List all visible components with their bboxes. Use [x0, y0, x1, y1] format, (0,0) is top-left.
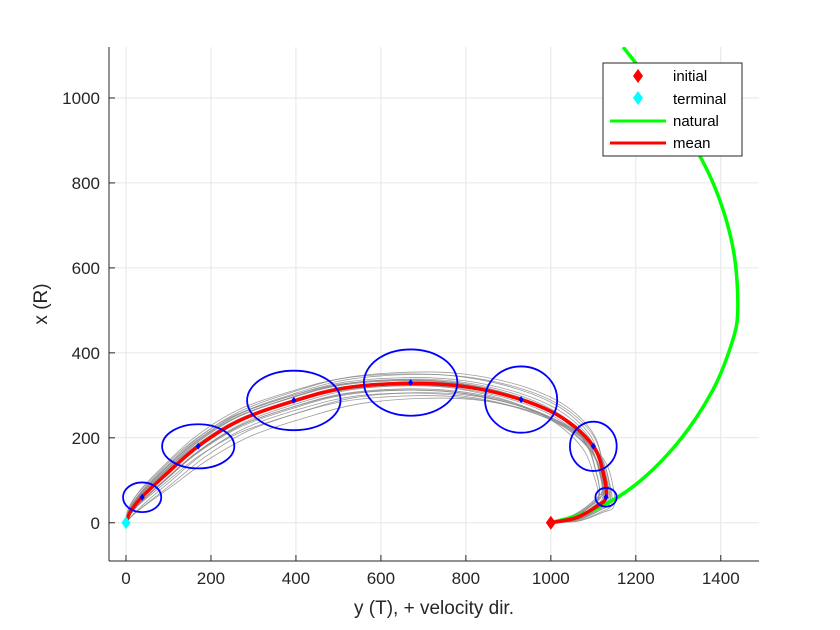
ellipse-center-marker: [195, 442, 201, 450]
covariance-ellipse: [569, 420, 618, 472]
covariance-ellipse: [246, 369, 342, 432]
y-tick-label: 600: [72, 259, 100, 278]
covariance-ellipse: [484, 365, 559, 434]
x-axis-label: y (T), + velocity dir.: [354, 598, 514, 619]
y-tick-label: 0: [91, 514, 100, 533]
legend-natural-label: natural: [673, 113, 719, 130]
x-tick-label: 600: [367, 569, 395, 588]
ellipse-center-marker: [408, 379, 414, 387]
sample-trajectory-line: [125, 392, 616, 524]
plot-content: [121, 47, 740, 530]
x-tick-labels: 0 200 400 600 800 1000 1200 1400: [121, 569, 739, 588]
x-tick-label: 1200: [617, 569, 655, 588]
legend-terminal-marker: [633, 91, 643, 105]
x-tick-label: 400: [282, 569, 310, 588]
x-tick-label: 800: [452, 569, 480, 588]
y-tick-label: 200: [72, 429, 100, 448]
ellipse-center-marker: [518, 396, 524, 404]
legend-box: [602, 62, 743, 157]
ellipse-center-marker: [139, 493, 145, 501]
axes: [108, 47, 759, 562]
legend: initial terminal natural mean: [602, 62, 743, 157]
covariance-ellipse: [594, 487, 618, 508]
y-tick-labels: 0 200 400 600 800 1000: [62, 89, 100, 533]
x-tick-label: 200: [197, 569, 225, 588]
endpoint-markers: [121, 515, 556, 530]
y-axis-label: x (R): [31, 283, 52, 324]
terminal-marker: [121, 516, 131, 530]
initial-marker: [545, 515, 556, 530]
legend-terminal-label: terminal: [673, 91, 726, 108]
sample-trajectories: [125, 371, 616, 524]
legend-initial-label: initial: [673, 68, 707, 85]
x-tick-label: 1000: [532, 569, 570, 588]
sample-trajectory-line: [125, 378, 603, 524]
y-tick-label: 1000: [62, 89, 100, 108]
covariance-ellipses: [122, 348, 618, 514]
y-tick-label: 400: [72, 344, 100, 363]
x-tick-label: 1400: [702, 569, 740, 588]
x-tick-label: 0: [121, 569, 130, 588]
legend-mean-label: mean: [673, 135, 711, 152]
covariance-ellipse: [363, 348, 459, 417]
covariance-ellipse: [161, 423, 236, 470]
ellipse-center-marker: [603, 493, 609, 501]
legend-initial-marker: [633, 69, 643, 83]
y-tick-label: 800: [72, 174, 100, 193]
covariance-ellipse: [122, 481, 163, 514]
ellipse-center-marker: [590, 442, 596, 450]
ellipse-center-marker: [291, 396, 297, 404]
